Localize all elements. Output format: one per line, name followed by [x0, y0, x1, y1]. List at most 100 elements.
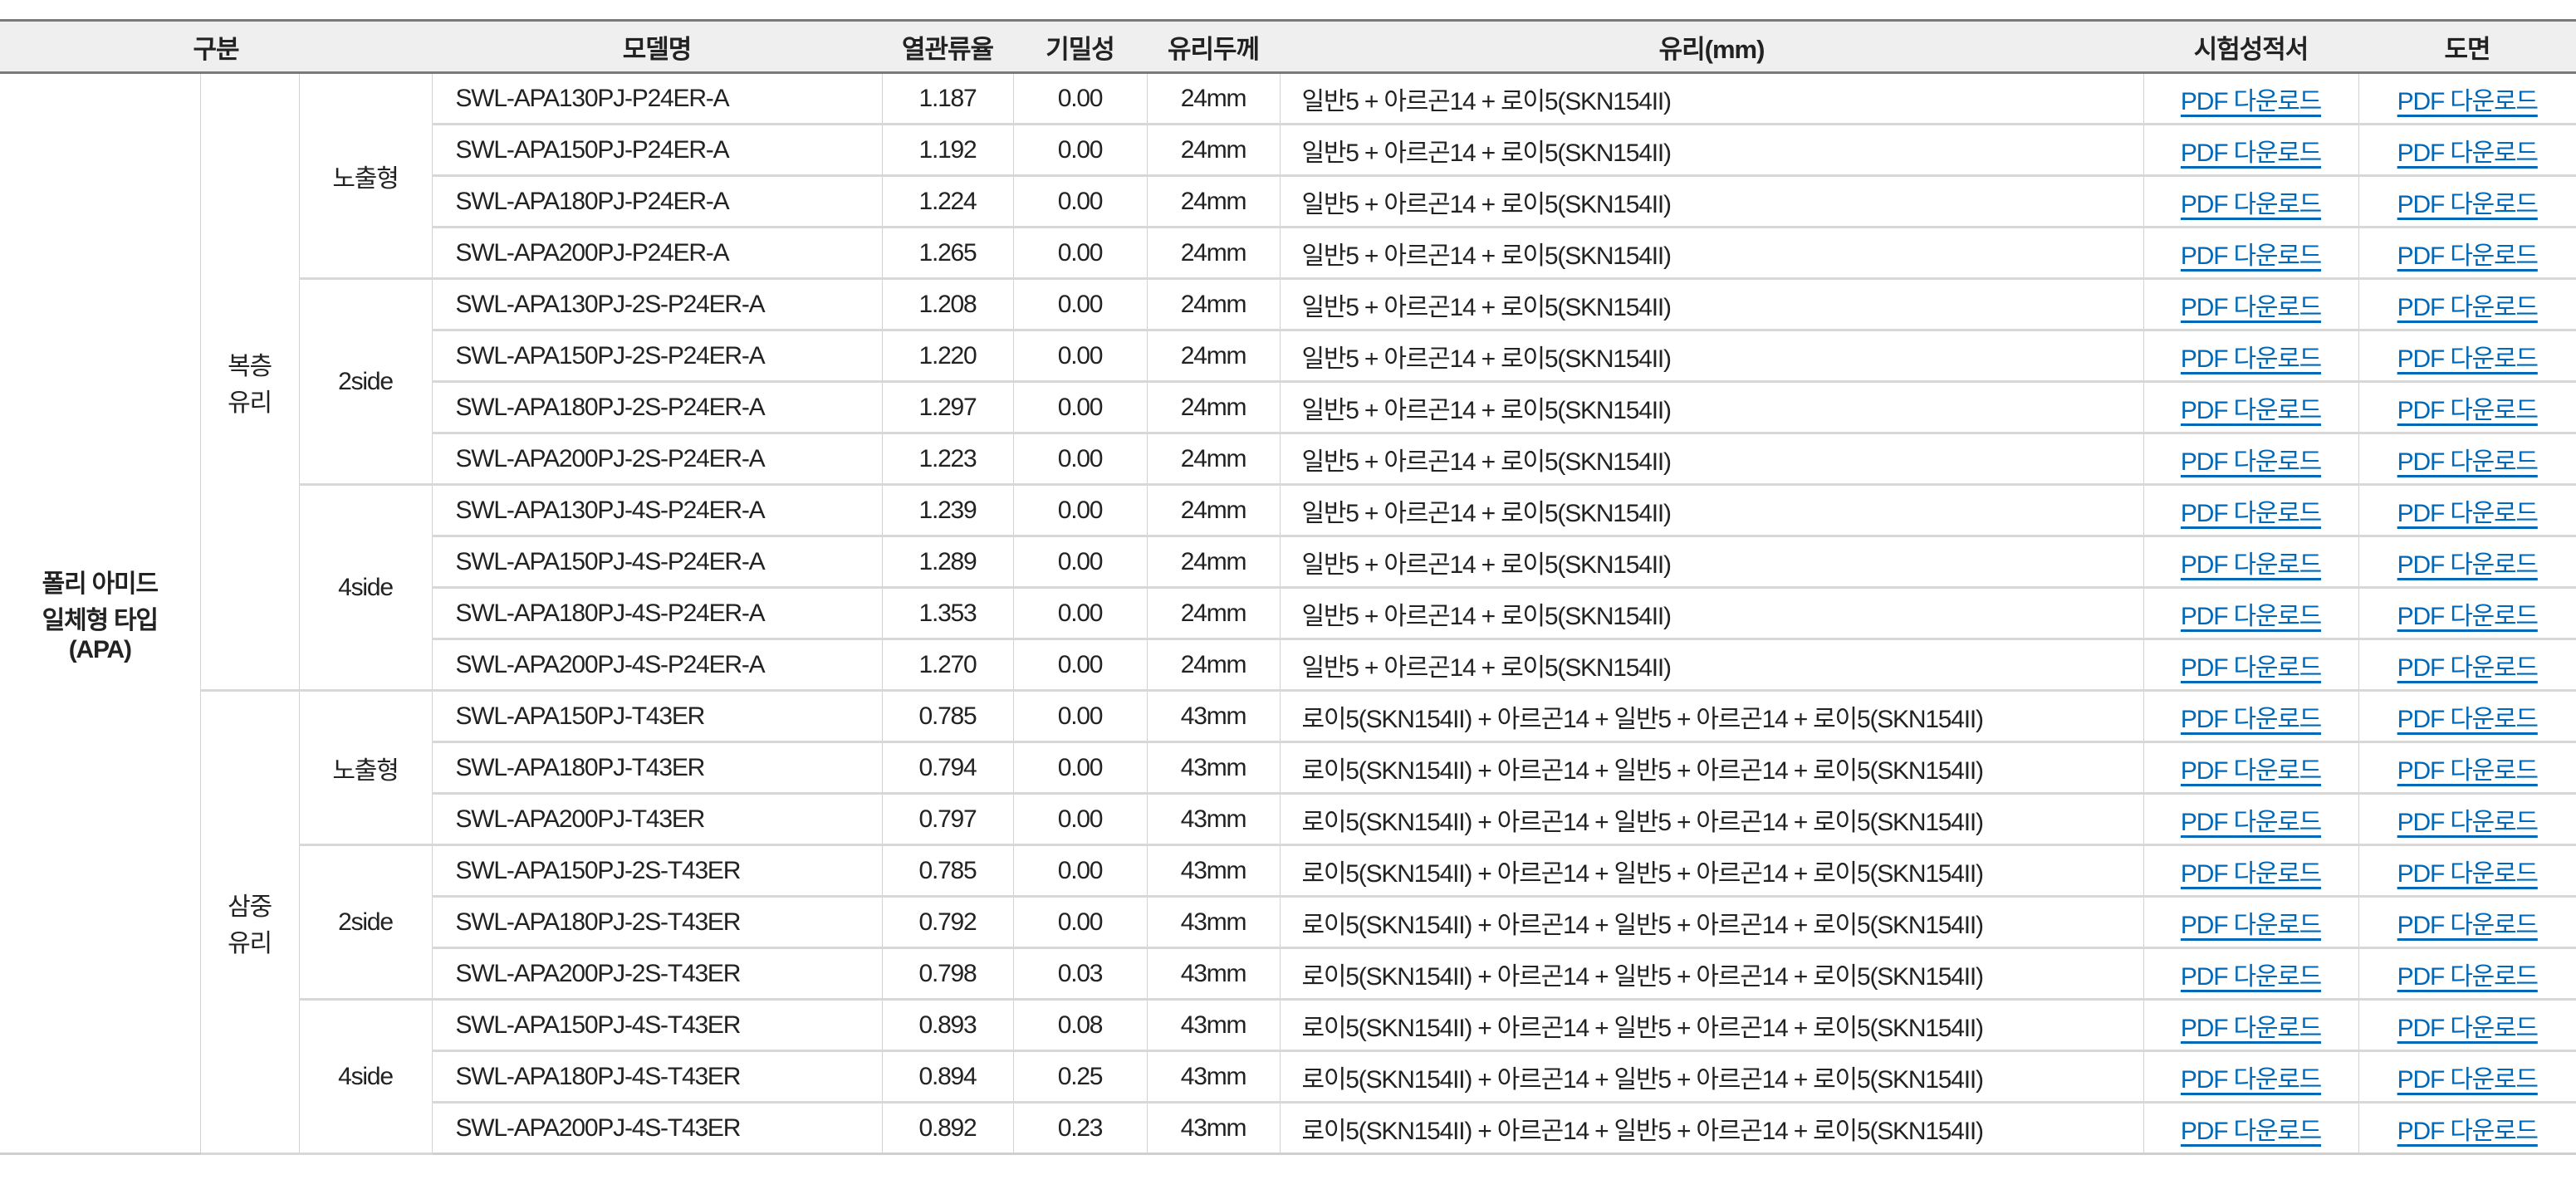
airtightness: 0.00: [1012, 278, 1148, 331]
table-row: SWL-APA180PJ-P24ER-A 1.224 0.00 24mm 일반5 + 아…: [0, 175, 2576, 228]
test-report-cell: PDF 다운로드: [2143, 124, 2359, 177]
drawing-pdf-download-link[interactable]: PDF 다운로드: [2397, 653, 2539, 682]
drawing-pdf-download-link[interactable]: PDF 다운로드: [2397, 293, 2539, 321]
u-value: 1.187: [881, 72, 1014, 125]
drawing-cell: PDF 다운로드: [2358, 587, 2576, 640]
test-report-pdf-download-link[interactable]: PDF 다운로드: [2180, 602, 2322, 630]
header-model: 모델명: [432, 19, 882, 74]
test-report-cell: PDF 다운로드: [2143, 999, 2359, 1052]
u-value: 0.794: [881, 741, 1014, 795]
test-report-pdf-download-link[interactable]: PDF 다운로드: [2180, 962, 2322, 991]
table-row: 2side SWL-APA130PJ-2S-P24ER-A 1.208 0.00 24m…: [0, 278, 2576, 486]
glass-composition: 일반5 + 아르곤14 + 로이5(SKN154II): [1279, 639, 2144, 692]
glass-thickness: 43mm: [1146, 1050, 1281, 1104]
drawing-pdf-download-link[interactable]: PDF 다운로드: [2397, 602, 2539, 630]
drawing-pdf-download-link[interactable]: PDF 다운로드: [2397, 242, 2539, 270]
drawing-pdf-download-link[interactable]: PDF 다운로드: [2397, 756, 2539, 785]
drawing-pdf-download-link[interactable]: PDF 다운로드: [2397, 396, 2539, 424]
category-cell: 폴리 아미드 일체형 타입 (APA): [0, 72, 201, 1155]
test-report-cell: PDF 다운로드: [2143, 639, 2359, 692]
drawing-pdf-download-link[interactable]: PDF 다운로드: [2397, 705, 2539, 733]
test-report-pdf-download-link[interactable]: PDF 다운로드: [2180, 911, 2322, 939]
glass-thickness: 43mm: [1146, 999, 1281, 1052]
drawing-pdf-download-link[interactable]: PDF 다운로드: [2397, 190, 2539, 218]
test-report-cell: PDF 다운로드: [2143, 587, 2359, 640]
drawing-pdf-download-link[interactable]: PDF 다운로드: [2397, 499, 2539, 527]
model-name: SWL-APA150PJ-2S-P24ER-A: [431, 330, 883, 383]
test-report-cell: PDF 다운로드: [2143, 433, 2359, 486]
airtightness: 0.00: [1012, 741, 1148, 795]
drawing-pdf-download-link[interactable]: PDF 다운로드: [2397, 1014, 2539, 1042]
drawing-pdf-download-link[interactable]: PDF 다운로드: [2397, 139, 2539, 167]
model-name: SWL-APA200PJ-P24ER-A: [431, 227, 883, 280]
airtightness: 0.08: [1012, 999, 1148, 1052]
test-report-pdf-download-link[interactable]: PDF 다운로드: [2180, 293, 2322, 321]
header-u-value: 열관류율: [882, 19, 1013, 74]
test-report-pdf-download-link[interactable]: PDF 다운로드: [2180, 1065, 2322, 1094]
drawing-pdf-download-link[interactable]: PDF 다운로드: [2397, 911, 2539, 939]
drawing-cell: PDF 다운로드: [2358, 793, 2576, 846]
airtightness: 0.00: [1012, 484, 1148, 537]
glass-composition: 로이5(SKN154II) + 아르곤14 + 일반5 + 아르곤14 + 로이…: [1279, 793, 2144, 846]
glass-composition: 로이5(SKN154II) + 아르곤14 + 일반5 + 아르곤14 + 로이…: [1279, 1050, 2144, 1104]
glass-thickness: 24mm: [1146, 639, 1281, 692]
glass-composition: 일반5 + 아르곤14 + 로이5(SKN154II): [1279, 433, 2144, 486]
header-test-report: 시험성적서: [2143, 19, 2358, 74]
test-report-cell: PDF 다운로드: [2143, 1102, 2359, 1155]
drawing-pdf-download-link[interactable]: PDF 다운로드: [2397, 448, 2539, 476]
u-value: 1.297: [881, 381, 1014, 434]
test-report-pdf-download-link[interactable]: PDF 다운로드: [2180, 1014, 2322, 1042]
drawing-cell: PDF 다운로드: [2358, 1102, 2576, 1155]
test-report-pdf-download-link[interactable]: PDF 다운로드: [2180, 190, 2322, 218]
model-name: SWL-APA180PJ-2S-P24ER-A: [431, 381, 883, 434]
test-report-pdf-download-link[interactable]: PDF 다운로드: [2180, 87, 2322, 115]
u-value: 0.785: [881, 690, 1014, 743]
table-row: SWL-APA180PJ-4S-P24ER-A 1.353 0.00 24mm 일반5 …: [0, 587, 2576, 640]
test-report-pdf-download-link[interactable]: PDF 다운로드: [2180, 705, 2322, 733]
drawing-pdf-download-link[interactable]: PDF 다운로드: [2397, 1065, 2539, 1094]
table-body: 폴리 아미드 일체형 타입 (APA) 복층 유리 노출형 SWL-APA130PJ-P24…: [0, 72, 2576, 1155]
drawing-pdf-download-link[interactable]: PDF 다운로드: [2397, 1117, 2539, 1145]
test-report-cell: PDF 다운로드: [2143, 484, 2359, 537]
glass-composition: 일반5 + 아르곤14 + 로이5(SKN154II): [1279, 175, 2144, 228]
glass-composition: 일반5 + 아르곤14 + 로이5(SKN154II): [1279, 278, 2144, 331]
u-value: 1.353: [881, 587, 1014, 640]
drawing-pdf-download-link[interactable]: PDF 다운로드: [2397, 551, 2539, 579]
table-row: SWL-APA200PJ-P24ER-A 1.265 0.00 24mm 일반5 + 아…: [0, 227, 2576, 280]
test-report-pdf-download-link[interactable]: PDF 다운로드: [2180, 396, 2322, 424]
drawing-pdf-download-link[interactable]: PDF 다운로드: [2397, 87, 2539, 115]
drawing-pdf-download-link[interactable]: PDF 다운로드: [2397, 808, 2539, 836]
test-report-pdf-download-link[interactable]: PDF 다운로드: [2180, 756, 2322, 785]
test-report-pdf-download-link[interactable]: PDF 다운로드: [2180, 808, 2322, 836]
drawing-pdf-download-link[interactable]: PDF 다운로드: [2397, 859, 2539, 888]
drawing-pdf-download-link[interactable]: PDF 다운로드: [2397, 345, 2539, 373]
drawing-cell: PDF 다운로드: [2358, 124, 2576, 177]
drawing-pdf-download-link[interactable]: PDF 다운로드: [2397, 962, 2539, 991]
glass-thickness: 24mm: [1146, 536, 1281, 589]
test-report-pdf-download-link[interactable]: PDF 다운로드: [2180, 1117, 2322, 1145]
test-report-pdf-download-link[interactable]: PDF 다운로드: [2180, 448, 2322, 476]
test-report-pdf-download-link[interactable]: PDF 다운로드: [2180, 653, 2322, 682]
subtype-cell: 4side: [298, 999, 433, 1155]
glass-thickness: 24mm: [1146, 227, 1281, 280]
test-report-pdf-download-link[interactable]: PDF 다운로드: [2180, 499, 2322, 527]
table-row: 삼중 유리 노출형 SWL-APA150PJ-T43ER 0.785 0.00 43mm 로이…: [0, 690, 2576, 1155]
glass-composition: 로이5(SKN154II) + 아르곤14 + 일반5 + 아르곤14 + 로이…: [1279, 947, 2144, 1001]
glass-composition: 일반5 + 아르곤14 + 로이5(SKN154II): [1279, 72, 2144, 125]
glass-thickness: 24mm: [1146, 381, 1281, 434]
glass-composition: 일반5 + 아르곤14 + 로이5(SKN154II): [1279, 381, 2144, 434]
table-row: 폴리 아미드 일체형 타입 (APA) 복층 유리 노출형 SWL-APA130PJ-P24…: [0, 72, 2576, 1155]
u-value: 1.223: [881, 433, 1014, 486]
model-name: SWL-APA200PJ-T43ER: [431, 793, 883, 846]
test-report-pdf-download-link[interactable]: PDF 다운로드: [2180, 345, 2322, 373]
test-report-pdf-download-link[interactable]: PDF 다운로드: [2180, 139, 2322, 167]
test-report-cell: PDF 다운로드: [2143, 175, 2359, 228]
header-airtightness: 기밀성: [1013, 19, 1147, 74]
test-report-pdf-download-link[interactable]: PDF 다운로드: [2180, 859, 2322, 888]
drawing-cell: PDF 다운로드: [2358, 433, 2576, 486]
test-report-pdf-download-link[interactable]: PDF 다운로드: [2180, 551, 2322, 579]
airtightness: 0.23: [1012, 1102, 1148, 1155]
drawing-cell: PDF 다운로드: [2358, 999, 2576, 1052]
u-value: 0.792: [881, 896, 1014, 949]
test-report-pdf-download-link[interactable]: PDF 다운로드: [2180, 242, 2322, 270]
